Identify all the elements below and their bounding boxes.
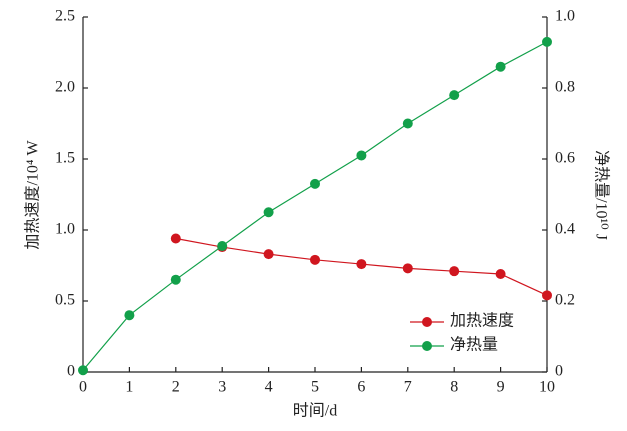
x-tick-label: 0: [79, 379, 87, 396]
y-tick-label: 0: [67, 363, 75, 380]
data-point: [402, 263, 413, 274]
legend-label: 加热速度: [450, 312, 514, 330]
data-point: [356, 150, 367, 161]
x-axis-label: 时间/d: [293, 402, 337, 420]
x-tick-label: 5: [311, 379, 319, 396]
y-tick-label: 2.0: [55, 79, 75, 96]
data-point: [310, 254, 320, 265]
y2-axis-label: 净热量/10¹⁰ J: [592, 150, 610, 240]
x-tick-label: 6: [357, 379, 365, 396]
data-point: [263, 249, 274, 260]
data-point: [170, 274, 181, 285]
y-tick-label: 0.5: [55, 292, 75, 309]
y2-tick-label: 0: [555, 363, 563, 380]
y2-tick-label: 0.6: [555, 150, 575, 167]
data-point: [356, 259, 367, 270]
data-point: [495, 269, 506, 280]
data-point: [170, 233, 181, 244]
legend-marker: [422, 341, 432, 351]
y2-tick-label: 0.2: [555, 292, 575, 309]
y-tick-label: 1.5: [55, 150, 75, 167]
x-tick-label: 2: [172, 379, 180, 396]
x-tick-label: 1: [125, 379, 133, 396]
data-point: [542, 290, 552, 301]
legend-marker: [422, 317, 432, 327]
x-tick-label: 10: [539, 379, 555, 396]
data-point: [449, 266, 460, 277]
data-point: [495, 61, 506, 72]
x-tick-label: 7: [404, 379, 412, 396]
x-tick-label: 9: [497, 379, 505, 396]
legend-label: 净热量: [450, 336, 498, 354]
data-point: [217, 240, 228, 251]
y2-tick-label: 0.4: [555, 221, 575, 238]
data-point: [263, 207, 274, 218]
x-tick-label: 3: [218, 379, 226, 396]
y-axis-label: 加热速度/10⁴ W: [24, 140, 42, 250]
y2-tick-label: 1.0: [555, 8, 575, 25]
y2-tick-label: 0.8: [555, 79, 575, 96]
data-point: [449, 90, 460, 101]
x-tick-label: 4: [265, 379, 273, 396]
data-point: [402, 118, 413, 129]
data-point: [542, 36, 552, 47]
y-tick-label: 1.0: [55, 221, 75, 238]
data-point: [310, 178, 320, 189]
x-tick-label: 8: [450, 379, 458, 396]
data-point: [124, 310, 135, 321]
data-point: [78, 365, 88, 376]
y-tick-label: 2.5: [55, 8, 75, 25]
